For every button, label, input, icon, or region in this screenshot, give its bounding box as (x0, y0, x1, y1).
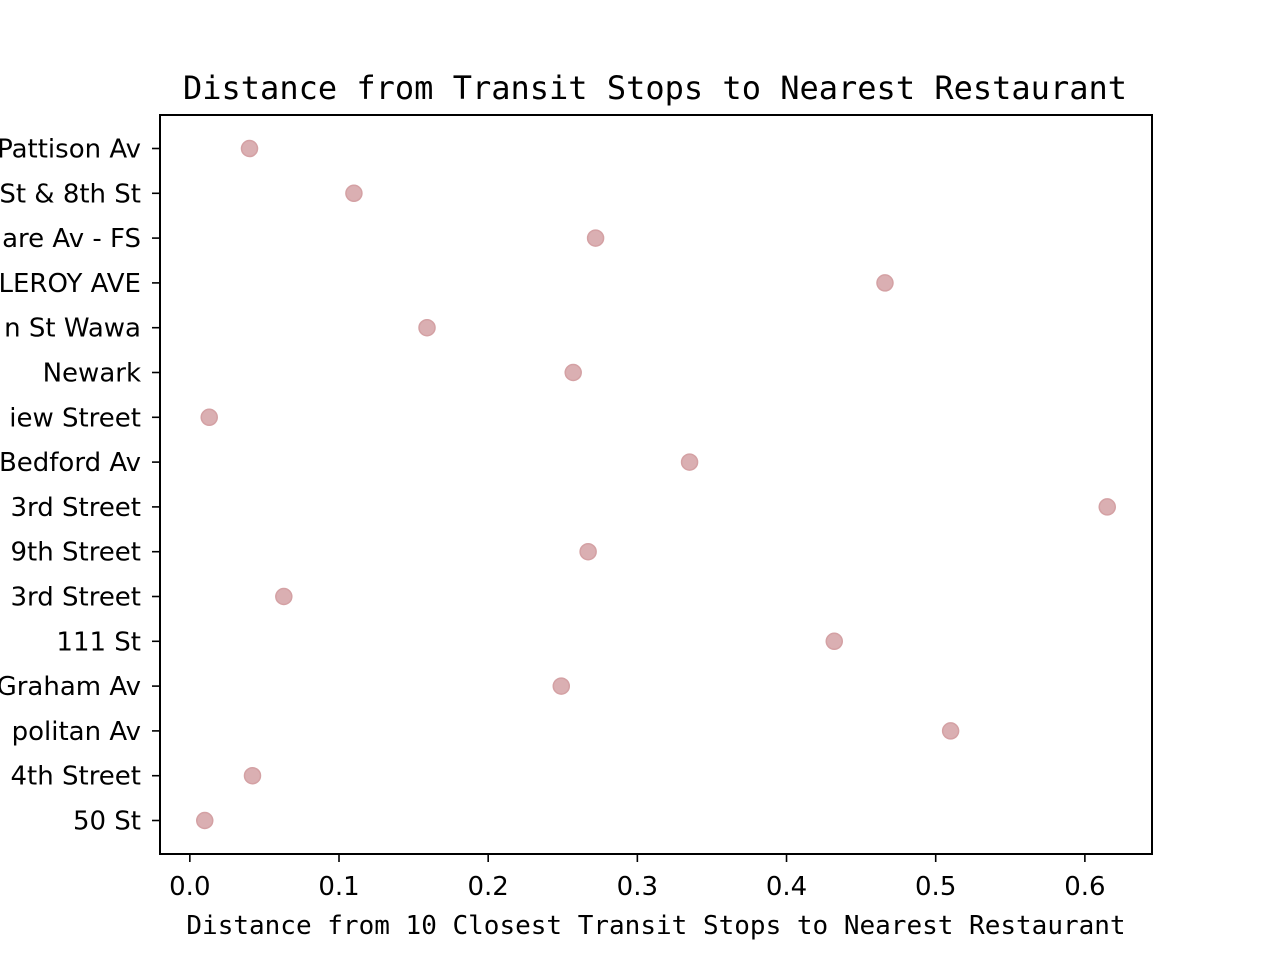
data-point (418, 318, 436, 337)
data-points (196, 139, 1116, 830)
y-axis: Pattison Av St & 8th St are Av - FS LEROY A… (0, 135, 160, 837)
x-tick-label: 0.4 (766, 872, 807, 902)
y-tick-label: LEROY AVE (0, 269, 141, 299)
y-tick-label: iew Street (9, 403, 141, 433)
x-axis-label: Distance from 10 Closest Transit Stops t… (186, 911, 1125, 941)
x-axis: 0.0 0.1 0.2 0.3 0.4 0.5 0.6 (169, 854, 1106, 902)
data-point (240, 139, 259, 158)
y-tick-label: 50 St (73, 807, 141, 837)
y-tick-label: Graham Av (0, 672, 141, 702)
data-point (680, 453, 699, 471)
y-tick-label: Pattison Av (0, 135, 141, 165)
data-point (1098, 498, 1116, 516)
x-tick-label: 0.5 (915, 872, 956, 902)
data-point (586, 229, 605, 247)
data-point (345, 184, 363, 203)
data-point (243, 766, 262, 785)
y-tick-label: 3rd Street (10, 583, 141, 613)
y-tick-label: Newark (43, 359, 141, 389)
chart-title: Distance from Transit Stops to Nearest R… (183, 69, 1127, 107)
y-tick-label: 9th Street (11, 538, 141, 568)
data-point (275, 587, 293, 606)
x-tick-label: 0.1 (318, 872, 359, 902)
y-tick-label: 3rd Street (10, 493, 141, 523)
y-tick-label: 111 St (56, 627, 141, 657)
data-point (564, 363, 582, 382)
x-tick-label: 0.0 (169, 872, 210, 902)
data-point (196, 811, 214, 830)
plot-frame (159, 114, 1153, 855)
data-point (200, 408, 218, 427)
data-point (941, 722, 960, 740)
data-point (579, 542, 597, 561)
y-tick-label: St & 8th St (0, 179, 141, 209)
data-point (552, 677, 571, 695)
data-point (825, 632, 844, 651)
y-tick-label: are Av - FS (2, 224, 141, 254)
y-tick-label: Bedford Av (0, 448, 141, 478)
y-tick-label: politan Av (12, 717, 141, 747)
y-tick-label: n St Wawa (4, 314, 141, 344)
x-tick-label: 0.2 (468, 872, 509, 902)
x-tick-label: 0.3 (617, 872, 658, 902)
data-point (876, 274, 894, 292)
x-tick-label: 0.6 (1064, 872, 1105, 902)
y-tick-label: 4th Street (11, 762, 141, 792)
